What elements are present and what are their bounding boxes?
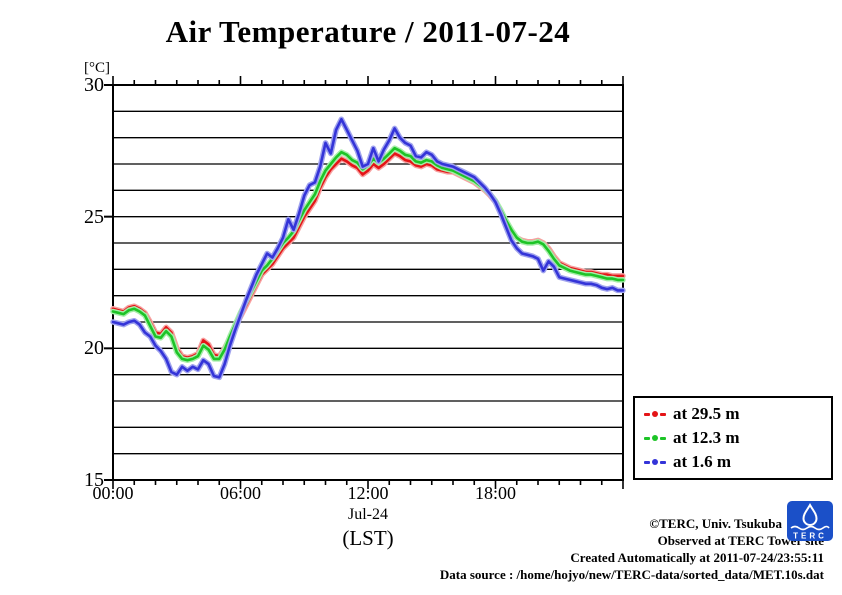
y-tick-label: 30 xyxy=(84,74,104,96)
series-line-29.5m xyxy=(111,152,625,359)
x-axis-date-label: Jul-24 xyxy=(348,506,388,523)
copyright-text: ©TERC, Univ. Tsukuba xyxy=(649,516,782,531)
observed-site-text: Observed at TERC Tower site xyxy=(657,533,824,548)
legend-marker-blue xyxy=(644,459,666,465)
legend-label: at 29.5 m xyxy=(673,404,740,423)
legend-label: at 12.3 m xyxy=(673,428,740,447)
terc-logo: TERC xyxy=(787,501,833,541)
wave-icon xyxy=(790,525,830,531)
legend-label: at 1.6 m xyxy=(673,452,732,471)
data-source-text: Data source : /home/hojyo/new/TERC-data/… xyxy=(439,567,824,582)
y-axis-unit-label: [°C] xyxy=(84,60,110,76)
legend: at 29.5 m at 12.3 m at 1.6 m xyxy=(633,396,833,480)
terc-logo-text: TERC xyxy=(793,532,827,541)
x-axis-unit-label: (LST) xyxy=(342,526,394,550)
legend-item-12-3m: at 12.3 m xyxy=(644,427,831,449)
chart-title: Air Temperature / 2011-07-24 xyxy=(165,14,571,49)
plot-frame xyxy=(112,84,624,481)
legend-marker-red xyxy=(644,411,666,417)
legend-marker-green xyxy=(644,435,666,441)
legend-item-1-6m: at 1.6 m xyxy=(644,451,831,473)
water-drop-icon xyxy=(802,503,818,526)
terc-logo-background xyxy=(787,501,833,541)
x-tick-label: 18:00 xyxy=(474,483,516,503)
series-halo-29.5m xyxy=(110,150,626,361)
series-line-1.6m xyxy=(111,117,625,379)
y-tick-label: 15 xyxy=(84,469,104,491)
x-tick-label: 00:00 xyxy=(92,483,134,503)
series-line-12.3m xyxy=(111,146,625,362)
x-tick-label: 06:00 xyxy=(219,483,261,503)
y-tick-label: 25 xyxy=(84,205,104,228)
series-halo-12.3m xyxy=(110,145,626,363)
legend-item-29-5m: at 29.5 m xyxy=(644,403,831,425)
x-tick-label: 12:00 xyxy=(347,483,389,503)
y-tick-label: 20 xyxy=(84,337,104,360)
created-timestamp-text: Created Automatically at 2011-07-24/23:5… xyxy=(570,550,824,565)
